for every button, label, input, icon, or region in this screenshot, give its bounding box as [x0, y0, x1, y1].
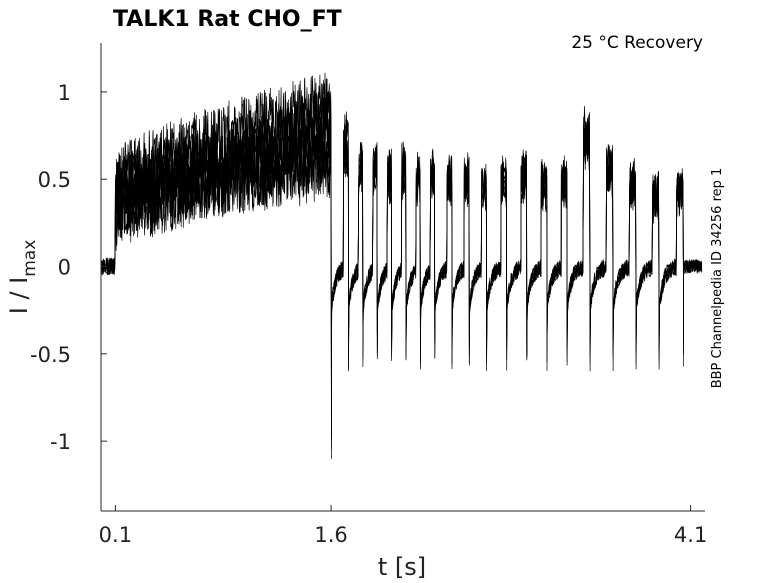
- current-trace: [100, 113, 703, 437]
- y-axis-label: I / Imax: [5, 240, 40, 315]
- y-tick-group: 1 0.5 0 -0.5 -1: [30, 81, 107, 454]
- y-tick-label: -1: [50, 430, 71, 454]
- x-tick-group: 0.1 1.6 4.1: [99, 505, 707, 547]
- x-axis-label: t [s]: [378, 553, 426, 581]
- x-tick-label: 0.1: [99, 523, 132, 547]
- trace-group: [100, 72, 703, 459]
- side-note: BBP Channelpedia ID 34256 rep 1: [710, 168, 725, 389]
- y-tick-label: 1: [58, 81, 71, 105]
- chart-subtitle: 25 °C Recovery: [571, 33, 703, 53]
- x-tick-label: 1.6: [314, 523, 347, 547]
- x-tick-label: 4.1: [674, 523, 707, 547]
- y-tick-label: 0: [58, 256, 71, 280]
- y-axis-label-subscript: max: [20, 240, 40, 277]
- y-axis-label-main: I / I: [5, 277, 33, 315]
- chart-title: TALK1 Rat CHO_FT: [113, 7, 342, 32]
- y-tick-label: 0.5: [38, 168, 71, 192]
- y-tick-label: -0.5: [30, 343, 71, 367]
